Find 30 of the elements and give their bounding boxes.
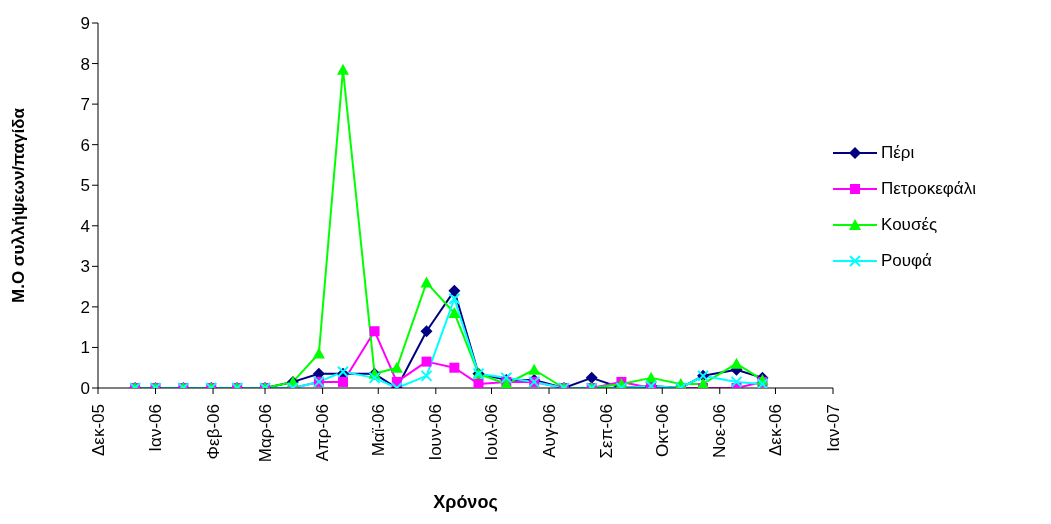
y-tick-label: 9 — [80, 14, 90, 34]
x-tick-label: Νοε-06 — [710, 404, 730, 458]
y-tick-label: 4 — [80, 216, 90, 236]
legend-label: Πετροκεφάλι — [881, 179, 976, 199]
y-tick-label: 2 — [80, 297, 90, 317]
x-tick-label: Σεπ-06 — [597, 404, 617, 459]
x-axis-title: Χρόνος — [433, 492, 498, 512]
y-tick-label: 6 — [80, 135, 90, 155]
y-tick-label: 5 — [80, 176, 90, 196]
y-tick-label: 3 — [80, 257, 90, 277]
x-tick-label: Αυγ-06 — [539, 404, 559, 458]
legend-label: Πέρι — [881, 143, 915, 163]
x-tick-label: Ιουλ-06 — [481, 404, 501, 461]
x-tick-label: Ιουν-06 — [426, 404, 446, 461]
x-tick-label: Δεκ-05 — [88, 404, 108, 457]
y-tick-label: 7 — [80, 95, 90, 115]
y-tick-label: 0 — [80, 379, 90, 399]
y-tick-label: 8 — [80, 54, 90, 74]
y-axis-title: Μ.Ο συλλήψεων/παγίδα — [9, 107, 29, 303]
x-tick-label: Μαϊ-06 — [368, 404, 388, 457]
x-tick-label: Απρ-06 — [313, 404, 333, 462]
x-tick-label: Ιαν-06 — [146, 404, 166, 452]
legend-label: Ρουφά — [881, 251, 932, 271]
x-tick-label: Φεβ-06 — [203, 404, 223, 460]
x-tick-label: Ιαν-07 — [823, 404, 843, 452]
y-tick-label: 1 — [80, 338, 90, 358]
legend-label: Κουσές — [881, 215, 938, 235]
x-tick-label: Μαρ-06 — [255, 404, 275, 463]
x-tick-label: Οκτ-06 — [652, 404, 672, 458]
x-tick-label: Δεκ-06 — [765, 404, 785, 457]
